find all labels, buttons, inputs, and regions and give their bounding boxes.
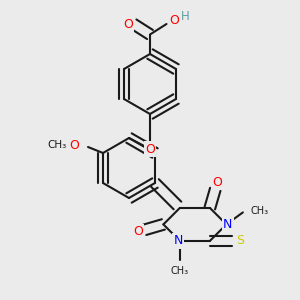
Text: S: S: [236, 234, 244, 248]
Text: O: O: [145, 142, 155, 156]
Text: H: H: [181, 10, 190, 23]
Text: O: O: [133, 225, 143, 238]
Text: CH₃: CH₃: [250, 206, 268, 216]
Text: CH₃: CH₃: [47, 140, 66, 151]
Text: O: O: [169, 14, 179, 28]
Text: CH₃: CH₃: [171, 266, 189, 276]
Text: O: O: [70, 139, 80, 152]
Text: O: O: [212, 176, 222, 189]
Text: O: O: [123, 17, 133, 31]
Text: N: N: [174, 234, 183, 248]
Text: N: N: [223, 218, 232, 231]
